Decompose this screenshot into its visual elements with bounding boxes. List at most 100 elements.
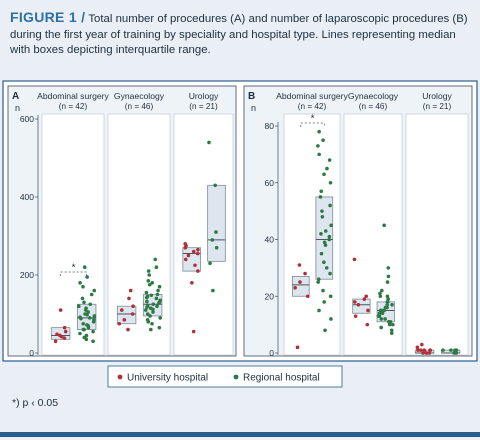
data-point-regional (148, 306, 153, 310)
data-point-university (183, 257, 188, 262)
data-point-regional (323, 229, 328, 233)
data-point-regional (87, 316, 92, 320)
data-point-regional (441, 348, 445, 352)
data-point-regional (328, 271, 332, 276)
data-point-regional (82, 265, 87, 270)
data-point-regional (328, 294, 333, 299)
data-point-regional (386, 300, 390, 304)
data-point-regional (150, 281, 155, 285)
data-point-regional (156, 288, 160, 293)
data-point-university (298, 280, 302, 284)
data-point-regional (321, 138, 325, 142)
data-point-regional (82, 327, 86, 332)
data-point-regional (389, 331, 394, 335)
y-tick-label: 600 (20, 114, 34, 124)
data-point-university (130, 312, 135, 316)
data-point-regional (149, 327, 153, 332)
panel-label: B (248, 91, 255, 102)
data-point-regional (322, 300, 327, 304)
data-point-university (420, 342, 424, 347)
data-point-regional (84, 333, 89, 338)
data-point-regional (387, 322, 392, 327)
group-n-label: (n = 46) (125, 102, 154, 111)
data-point-regional (383, 317, 387, 321)
data-point-university (427, 351, 432, 355)
data-point-university (128, 288, 133, 293)
data-point-university (183, 242, 188, 246)
data-point-regional (207, 140, 211, 145)
data-point-regional (449, 348, 453, 352)
data-point-regional (380, 311, 385, 316)
panel-label: A (12, 91, 19, 102)
data-point-regional (154, 296, 159, 301)
data-point-regional (144, 290, 149, 295)
data-point-regional (145, 318, 150, 322)
data-point-regional (82, 300, 86, 305)
data-point-regional (83, 312, 87, 316)
y-tick-label: 200 (20, 270, 34, 280)
data-point-regional (214, 230, 218, 234)
data-point-regional (150, 321, 154, 326)
data-point-regional (391, 322, 395, 327)
data-point-university (293, 285, 297, 290)
data-point-regional (385, 302, 389, 307)
data-point-university (424, 351, 429, 355)
data-point-university (196, 247, 200, 252)
data-point-regional (208, 261, 212, 266)
data-point-regional (145, 294, 150, 299)
data-point-regional (81, 284, 85, 289)
data-point-university (62, 325, 67, 330)
significance-marker: * (311, 114, 315, 125)
data-point-regional (145, 303, 150, 308)
data-point-regional (386, 297, 390, 301)
y-tick-label: 40 (265, 235, 275, 245)
data-point-regional (157, 325, 162, 330)
data-point-university (428, 348, 433, 352)
data-point-regional (84, 306, 88, 310)
data-point-regional (149, 293, 154, 298)
data-point-regional (320, 215, 325, 219)
data-point-regional (376, 314, 381, 318)
figure-caption: FIGURE 1 / Total number of procedures (A… (10, 9, 472, 59)
data-point-regional (389, 328, 394, 333)
bottom-rule (0, 432, 480, 437)
iqr-box-regional (207, 184, 226, 262)
data-point-regional (329, 223, 333, 228)
data-point-university (55, 332, 59, 337)
legend-box (107, 365, 343, 388)
data-point-regional (153, 257, 158, 262)
data-point-university (352, 300, 357, 304)
data-point-regional (327, 158, 332, 162)
group-n-label: (n = 21) (423, 102, 452, 111)
data-point-university (366, 308, 370, 313)
data-point-regional (316, 144, 320, 148)
y-tick-label: 0 (29, 348, 34, 358)
data-point-university (196, 269, 200, 273)
data-point-university (356, 302, 361, 307)
data-point-regional (317, 152, 321, 157)
data-point-university (191, 249, 196, 254)
data-point-university (193, 263, 197, 268)
y-tick-label: 60 (265, 178, 275, 188)
data-point-regional (382, 223, 386, 228)
significance-bracket (300, 122, 325, 127)
data-point-regional (322, 172, 326, 177)
y-tick-label: 80 (265, 121, 275, 131)
data-point-university (352, 257, 357, 262)
iqr-box-university (291, 275, 310, 297)
data-point-regional (88, 302, 93, 307)
y-tick-label: 20 (265, 291, 275, 301)
data-point-university (131, 304, 135, 309)
data-point-regional (319, 251, 324, 256)
data-point-university (126, 327, 130, 332)
data-point-regional (145, 299, 149, 304)
data-point-regional (325, 166, 329, 171)
data-point-regional (147, 273, 152, 277)
group-title: Abdominal surgery (37, 91, 109, 101)
data-point-university (365, 322, 370, 327)
data-point-regional (454, 351, 459, 355)
data-point-regional (213, 183, 217, 188)
data-point-regional (214, 245, 219, 250)
legend-label-university: University hospital (127, 373, 208, 384)
data-point-university (415, 345, 420, 350)
